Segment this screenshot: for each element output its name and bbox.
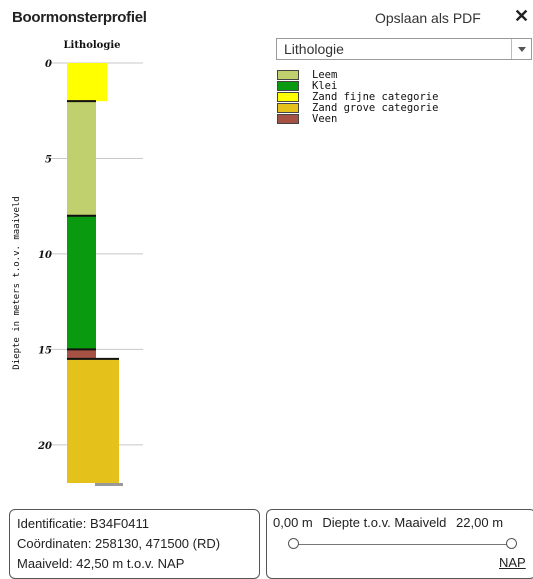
lithology-layer: [67, 215, 96, 350]
y-tick-labels: 0 5 10 15 20: [37, 59, 52, 452]
slider-labels: 0,00 m Diepte t.o.v. Maaiveld 22,00 m: [273, 515, 509, 530]
layer-select-value: Lithologie: [284, 41, 344, 57]
chart-title: Lithologie: [63, 40, 120, 51]
depth-slider-handle-max[interactable]: [506, 538, 517, 549]
close-icon[interactable]: ✕: [514, 6, 530, 26]
legend-item: Veen: [277, 112, 438, 125]
legend-label: Zand grove categorie: [312, 101, 439, 114]
legend-label: Veen: [312, 112, 338, 125]
lithology-layer: [67, 63, 107, 102]
nap-link[interactable]: NAP: [499, 555, 526, 570]
legend-item: Klei: [277, 79, 438, 92]
legend-swatch: [277, 91, 299, 102]
bottom-tick-marks: [95, 483, 123, 486]
coordinates-text: Coördinaten: 258130, 471500 (RD): [17, 536, 221, 551]
slider-caption: Diepte t.o.v. Maaiveld: [322, 515, 447, 530]
y-axis-label: Diepte in meters t.o.v. maaiveld: [12, 196, 22, 369]
y-tick-label: 10: [38, 250, 52, 261]
y-tick-label: 0: [45, 59, 52, 70]
layer-select[interactable]: Lithologie: [276, 38, 532, 60]
lithology-layer: [67, 349, 96, 359]
legend-item: Zand grove categorie: [277, 101, 439, 114]
legend-swatch: [277, 113, 299, 124]
borehole-chart: Lithologie Diepte in meters t.o.v. maaiv…: [12, 40, 143, 486]
legend-label: Zand fijne categorie: [312, 90, 439, 103]
depth-filter-panel: 0,00 m Diepte t.o.v. Maaiveld 22,00 m NA…: [266, 509, 533, 579]
borehole-info-panel: Identificatie: B34F0411 Coördinaten: 258…: [9, 509, 260, 579]
legend-label: Leem: [312, 68, 338, 81]
depth-slider-track[interactable]: [293, 544, 511, 545]
legend-label: Klei: [312, 79, 338, 92]
lithology-layer: [67, 358, 119, 483]
legend: Leem Klei Zand fijne categorie Zand grov…: [277, 68, 439, 125]
lithology-layer: [67, 101, 96, 216]
y-tick-label: 20: [37, 441, 52, 452]
slider-max-label: 22,00 m: [456, 515, 504, 530]
legend-swatch: [277, 80, 299, 91]
surface-level-text: Maaiveld: 42,50 m t.o.v. NAP: [17, 556, 185, 571]
page-title: Boormonsterprofiel: [12, 9, 147, 26]
legend-swatch: [277, 69, 299, 80]
save-as-pdf-link[interactable]: Opslaan als PDF: [375, 10, 481, 26]
y-tick-label: 15: [38, 345, 52, 356]
lithology-layers: [67, 63, 119, 483]
identification-text: Identificatie: B34F0411: [17, 516, 150, 531]
y-tick-label: 5: [45, 154, 52, 165]
depth-slider-handle-min[interactable]: [288, 538, 299, 549]
dropdown-arrow-button[interactable]: [511, 39, 531, 59]
slider-min-label: 0,00 m: [273, 515, 313, 530]
legend-item: Leem: [277, 68, 438, 81]
legend-item: Zand fijne categorie: [277, 90, 439, 103]
legend-swatch: [277, 102, 299, 113]
chevron-down-icon: [517, 46, 526, 52]
